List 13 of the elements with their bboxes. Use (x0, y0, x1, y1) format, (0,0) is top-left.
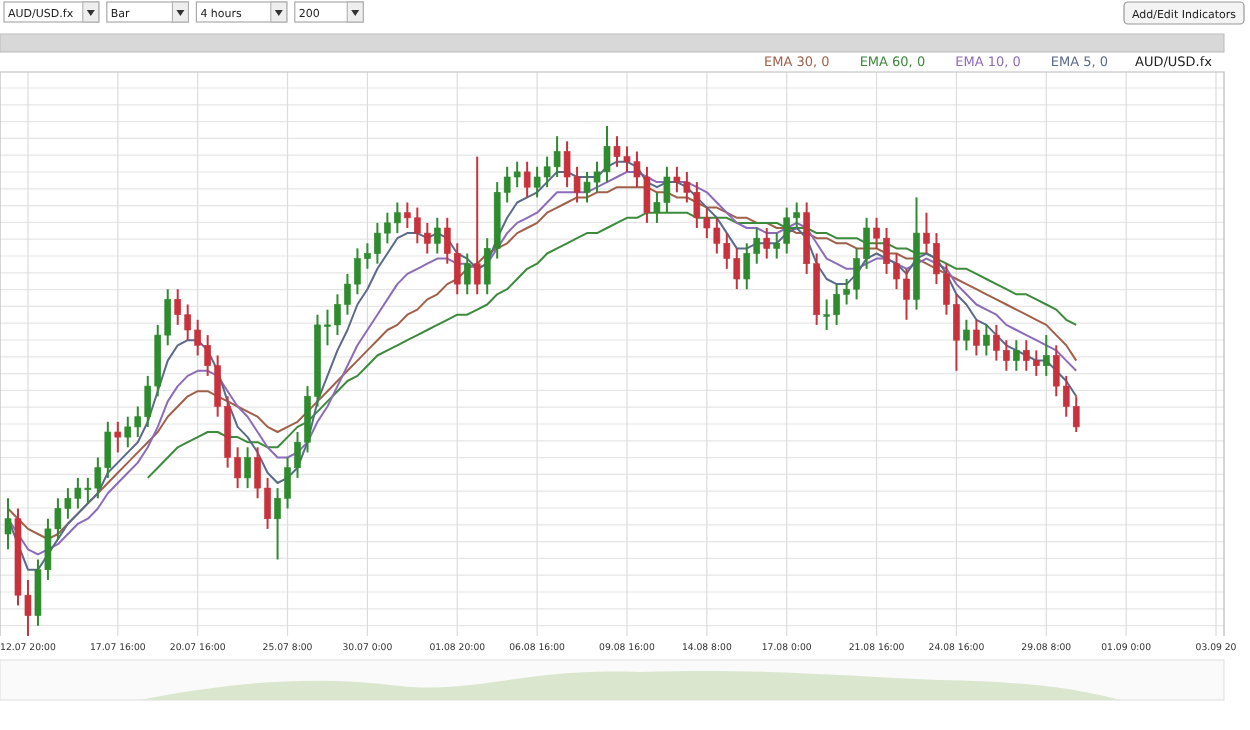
candlestick (963, 318, 970, 352)
candlestick (473, 155, 481, 296)
candlestick (114, 420, 122, 454)
candlestick (1042, 334, 1050, 377)
candlestick (973, 318, 980, 357)
candlestick (4, 497, 12, 551)
candlestick (763, 227, 771, 260)
candlestick (244, 446, 251, 490)
candlestick (433, 216, 441, 255)
candlestick (983, 323, 990, 357)
candlestick (463, 252, 471, 296)
candlestick (1013, 339, 1020, 372)
candlestick (523, 160, 531, 199)
